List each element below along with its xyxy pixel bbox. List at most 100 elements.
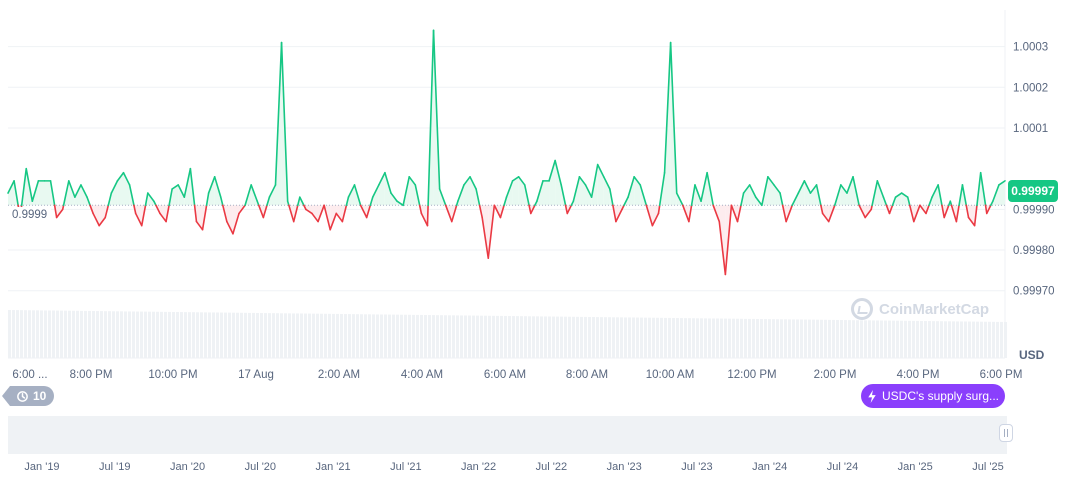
volume-bar <box>972 321 975 358</box>
volume-bar <box>200 312 203 358</box>
price-line-up <box>266 196 271 207</box>
data-point <box>986 212 988 214</box>
price-line-down <box>913 204 921 223</box>
area-fill-up <box>8 180 15 206</box>
volume-bar <box>360 314 363 358</box>
history-events-button[interactable]: 10 <box>1 386 55 406</box>
data-point <box>195 221 197 223</box>
x-tick-label: 10:00 PM <box>148 369 197 381</box>
area-fills <box>8 30 1005 275</box>
price-line-up <box>463 176 471 186</box>
volume-bar <box>40 310 43 358</box>
price-line-down <box>941 204 946 219</box>
volume-bar <box>312 313 315 358</box>
volume-bar <box>764 319 767 358</box>
area-fill-up <box>378 172 385 206</box>
volume-bar <box>164 311 167 358</box>
data-point <box>256 200 258 202</box>
data-point <box>895 196 897 198</box>
price-line-down <box>821 212 830 223</box>
data-point <box>846 192 848 194</box>
price-line-up <box>773 184 781 194</box>
volume-bar <box>168 311 171 358</box>
volume-bar <box>520 316 523 358</box>
x-tick-label: 12:00 PM <box>727 369 776 381</box>
area-fill-up <box>603 176 610 206</box>
data-point <box>925 212 927 214</box>
volume-bar <box>356 314 359 358</box>
price-line-down <box>612 204 617 223</box>
data-point <box>737 221 739 223</box>
price-line-up <box>931 184 939 198</box>
x-tick-label: 2:00 PM <box>814 369 857 381</box>
price-line-up <box>639 184 648 207</box>
volume-bar <box>212 312 215 358</box>
volume-bar <box>8 310 11 358</box>
current-price-badge: 0.99997 <box>1008 180 1058 202</box>
volume-bar <box>436 315 439 358</box>
volume-bar <box>844 320 847 358</box>
area-fill-up <box>348 184 355 206</box>
data-point <box>232 233 234 235</box>
volume-bar <box>772 319 775 358</box>
volume-bar <box>788 319 791 358</box>
price-line-down <box>201 204 208 231</box>
price-line-up <box>189 167 196 207</box>
news-event-pill[interactable]: USDC's supply surg... <box>861 384 1005 408</box>
volume-bar <box>564 316 567 358</box>
price-line-up <box>144 192 149 207</box>
data-point <box>481 216 483 218</box>
volume-bar <box>60 310 63 358</box>
x-tick-label: 8:00 PM <box>70 369 113 381</box>
x-tick-label: 6:00 ... <box>12 369 47 381</box>
volume-bar <box>644 317 647 358</box>
volume-bar <box>924 321 927 358</box>
price-line-down <box>908 204 915 223</box>
volume-bar <box>728 318 731 358</box>
price-line-up <box>122 171 131 186</box>
price-line-up <box>876 180 885 198</box>
navigator-handle[interactable] <box>999 424 1013 442</box>
data-point <box>803 180 805 182</box>
volume-bar <box>856 320 859 358</box>
area-fill-up <box>512 176 519 206</box>
volume-bar <box>204 312 207 358</box>
volume-bar <box>380 314 383 358</box>
price-line-up <box>457 184 465 203</box>
volume-bar <box>760 319 763 358</box>
price-line-down <box>426 204 429 227</box>
price-line-up <box>590 163 599 198</box>
area-fill-down <box>226 205 233 234</box>
price-line-up <box>74 184 82 198</box>
volume-bar <box>568 316 571 358</box>
price-line-up <box>469 176 477 190</box>
data-point <box>220 196 222 198</box>
x-tick-label: 4:00 AM <box>401 369 443 381</box>
price-line-up <box>560 184 567 207</box>
volume-bar <box>452 315 455 358</box>
volume-bar <box>588 316 591 358</box>
volume-bar <box>908 320 911 358</box>
volume-bar <box>292 313 295 358</box>
price-line-down <box>329 212 338 231</box>
price-line-down <box>450 204 458 223</box>
price-line-up <box>432 29 441 190</box>
area-fill-up <box>542 180 550 206</box>
volume-bar <box>988 321 991 358</box>
data-point <box>676 192 678 194</box>
volume-bar <box>180 312 183 358</box>
volume-bar <box>16 310 19 358</box>
price-line-down <box>885 204 891 215</box>
navigator-track[interactable] <box>8 416 1007 454</box>
data-point <box>700 200 702 202</box>
volume-bar <box>616 317 619 358</box>
volume-bar <box>424 315 427 358</box>
navigator-tick-label: Jan '19 <box>24 461 59 473</box>
price-line-up <box>797 180 806 194</box>
data-point <box>62 208 64 210</box>
coinmarketcap-logo-icon <box>851 298 873 320</box>
price-line-up <box>296 196 301 207</box>
volume-bar <box>1004 321 1007 358</box>
volume-bar <box>504 315 507 358</box>
